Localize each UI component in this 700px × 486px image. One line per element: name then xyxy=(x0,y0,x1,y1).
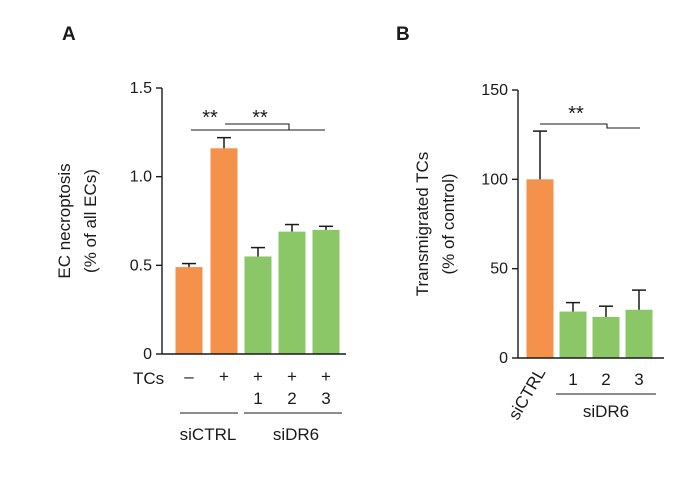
panel-b-label: B xyxy=(396,24,410,45)
panel-a-condition-table: TCs – + + + + 1 2 3 siCTRL siDR6 xyxy=(133,367,342,444)
panel-a-tcs-label: TCs xyxy=(133,369,164,388)
panel-b-ylabel-line1: Transmigrated TCs xyxy=(413,152,432,297)
panel-b-y-tick-label: 100 xyxy=(481,171,508,188)
panel-a-significance-bracket xyxy=(191,123,325,131)
panel-a-group-label-sidr6: siDR6 xyxy=(273,425,319,444)
panel-a-y-tick-label: 0 xyxy=(143,346,152,363)
panel-a: A EC necroptosis (% of all ECs) 0 0.5 1.0 1… xyxy=(55,24,346,444)
panel-a-significance-2: ** xyxy=(252,107,268,129)
panel-a-sub-label-3: 3 xyxy=(321,389,330,408)
panel-a-tcs-sign-1: – xyxy=(184,367,194,386)
panel-a-bar xyxy=(210,148,238,354)
panel-a-bar xyxy=(244,256,272,354)
panel-b-condition-labels: siCTRL 1 2 3 siDR6 xyxy=(505,365,656,424)
panel-a-tcs-sign-3: + xyxy=(253,367,263,386)
panel-b-y-tick-label: 0 xyxy=(499,350,508,367)
panel-a-sub-label-2: 2 xyxy=(287,389,296,408)
panel-a-bar xyxy=(312,229,340,354)
panel-a-y-tick-label: 1.5 xyxy=(130,80,152,97)
panel-a-bar xyxy=(278,231,306,354)
panel-a-tcs-sign-4: + xyxy=(287,367,297,386)
panel-b: B Transmigrated TCs (% of control) 05010… xyxy=(396,24,664,423)
panel-b-bar xyxy=(526,179,554,358)
panel-b-bar xyxy=(559,311,587,358)
panel-b-ylabel-line2: (% of control) xyxy=(439,173,458,274)
panel-a-significance: ** ** xyxy=(191,107,325,131)
panel-a-bar xyxy=(175,267,203,354)
panel-a-significance-1: ** xyxy=(202,107,218,129)
panel-b-category-3: 3 xyxy=(634,370,643,389)
panel-b-significance-bracket xyxy=(540,123,640,129)
panel-a-bars xyxy=(175,136,340,354)
panel-b-category-sictrl: siCTRL xyxy=(505,365,550,424)
panel-b-group-label-sidr6: siDR6 xyxy=(583,402,629,421)
panel-b-y-tick-label: 150 xyxy=(481,82,508,99)
panel-b-category-2: 2 xyxy=(601,370,610,389)
panel-a-tcs-sign-2: + xyxy=(219,367,229,386)
panel-b-bar xyxy=(592,316,620,358)
panel-b-bars xyxy=(526,130,653,358)
panel-a-label: A xyxy=(62,24,76,45)
panel-a-group-label-sictrl: siCTRL xyxy=(180,425,237,444)
panel-b-significance: ** xyxy=(540,103,640,129)
panel-b-bar xyxy=(625,309,653,358)
panel-a-y-tick-label: 1.0 xyxy=(130,169,152,186)
panel-a-sub-label-1: 1 xyxy=(253,389,262,408)
panel-b-category-1: 1 xyxy=(568,370,577,389)
panel-a-y-tick-label: 0.5 xyxy=(130,257,152,274)
panel-b-y-tick-label: 50 xyxy=(490,261,508,278)
panel-a-y-ticks: 0 0.5 1.0 1.5 xyxy=(130,80,162,363)
panel-b-significance-1: ** xyxy=(568,103,584,125)
panel-a-ylabel-line1: EC necroptosis xyxy=(55,163,74,278)
panel-b-y-ticks: 0 50 100 150 xyxy=(481,82,518,367)
panel-a-tcs-sign-5: + xyxy=(321,367,331,386)
panel-a-ylabel-line2: (% of all ECs) xyxy=(81,169,100,273)
